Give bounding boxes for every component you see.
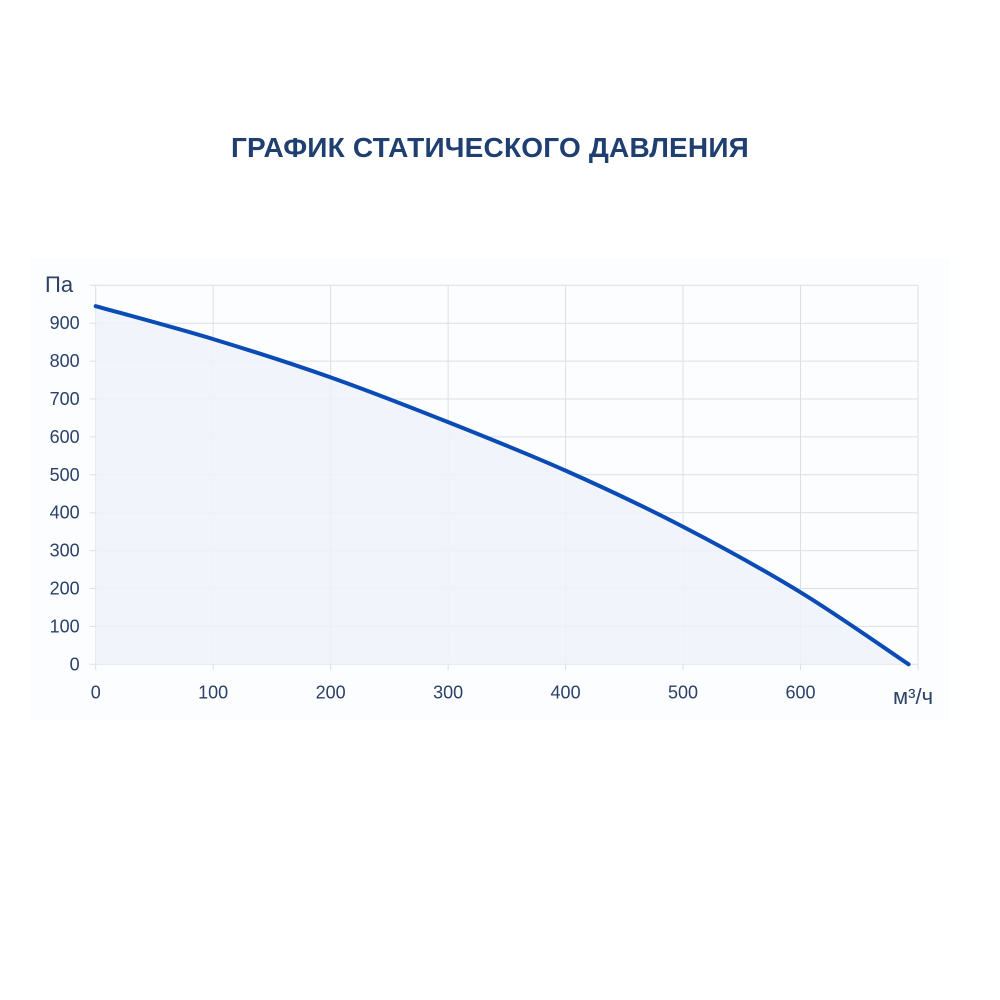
y-tick-label: 0: [70, 654, 80, 674]
chart-title: ГРАФИК СТАТИЧЕСКОГО ДАВЛЕНИЯ: [230, 132, 749, 163]
y-tick-label: 700: [50, 389, 80, 409]
x-tick-label: 500: [668, 682, 698, 702]
x-tick-label: 200: [316, 682, 346, 702]
x-tick-label: 300: [433, 682, 463, 702]
series-line: [93, 304, 911, 667]
area-fill: [95, 306, 909, 665]
y-tick-label: 900: [50, 313, 80, 333]
x-tick-label: 0: [91, 682, 101, 702]
y-tick-label: 400: [50, 503, 80, 523]
x-tick-label: 400: [551, 682, 581, 702]
y-tick-label: 600: [50, 427, 80, 447]
x-axis-label: м³/ч: [893, 684, 933, 709]
y-tick-label: 200: [50, 579, 80, 599]
y-axis-label: Па: [45, 272, 74, 297]
x-tick-label: 600: [786, 682, 816, 702]
y-tick-label: 300: [50, 541, 80, 561]
x-tick-label: 100: [198, 682, 228, 702]
y-tick-label: 800: [50, 351, 80, 371]
tick-labels: 0 100 200 300 400 500 600 0 100 200 300 400 500 600 70…: [50, 313, 816, 702]
y-tick-label: 100: [50, 616, 80, 636]
y-tick-label: 500: [50, 465, 80, 485]
